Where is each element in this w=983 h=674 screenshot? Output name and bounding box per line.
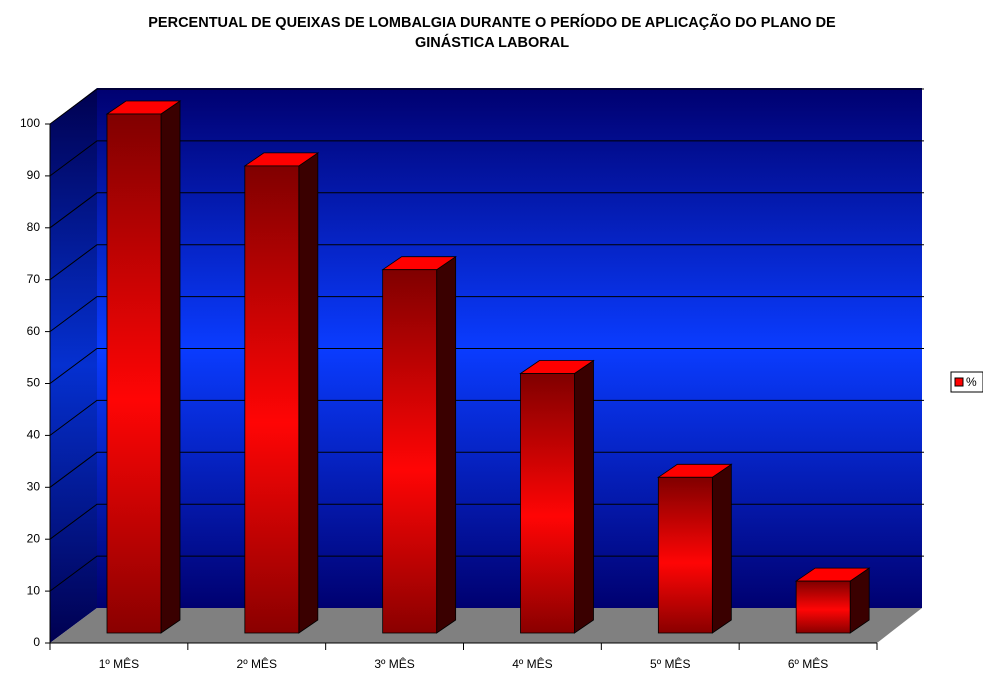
bar [794,567,871,634]
x-tick-label: 3º MÊS [374,656,414,671]
x-tick-label: 6º MÊS [788,656,828,671]
y-tick-label: 80 [27,220,41,234]
legend-swatch [954,377,964,387]
grid-line [49,88,924,125]
y-tick-label: 10 [27,583,41,597]
bar-side [298,152,319,634]
x-tick-label: 4º MÊS [512,656,552,671]
grid-line [49,399,924,436]
bar-front [795,580,851,634]
bar-front [520,373,575,634]
bar [243,152,320,634]
bar-side [711,463,732,634]
bar [657,463,733,634]
legend [950,371,983,393]
grid-line [49,451,924,488]
grid-line [49,244,924,281]
bar-front [106,113,162,634]
bar [381,255,457,634]
x-tick-label: 1º MÊS [99,656,139,671]
y-tick-label: 20 [27,531,41,545]
x-tick-label: 5º MÊS [650,656,690,671]
bar [105,100,182,634]
bar-side [160,100,181,634]
grid-line [49,192,924,229]
y-tick-label: 50 [27,376,41,390]
y-tick-label: 30 [27,479,41,493]
bar-side [574,359,594,634]
floor [50,608,922,643]
grid-line [49,503,924,540]
legend-label: % [966,375,977,389]
y-tick-label: 100 [20,116,40,130]
grid-line [49,555,924,592]
bar-side [436,255,457,634]
y-tick-label: 60 [27,324,41,338]
bar-front [382,269,438,634]
x-tick-label: 2º MÊS [237,656,277,671]
bar-front [244,165,300,634]
chart-title: PERCENTUAL DE QUEIXAS DE LOMBALGIA DURAN… [148,15,836,51]
bar-front [657,476,713,634]
grid-line [49,348,924,384]
grid-line [49,296,924,333]
bar [519,359,595,634]
y-tick-label: 70 [27,272,41,286]
y-tick-label: 90 [27,168,41,182]
y-tick-label: 40 [27,428,41,442]
grid-line [49,140,924,177]
y-tick-label: 0 [33,635,40,649]
